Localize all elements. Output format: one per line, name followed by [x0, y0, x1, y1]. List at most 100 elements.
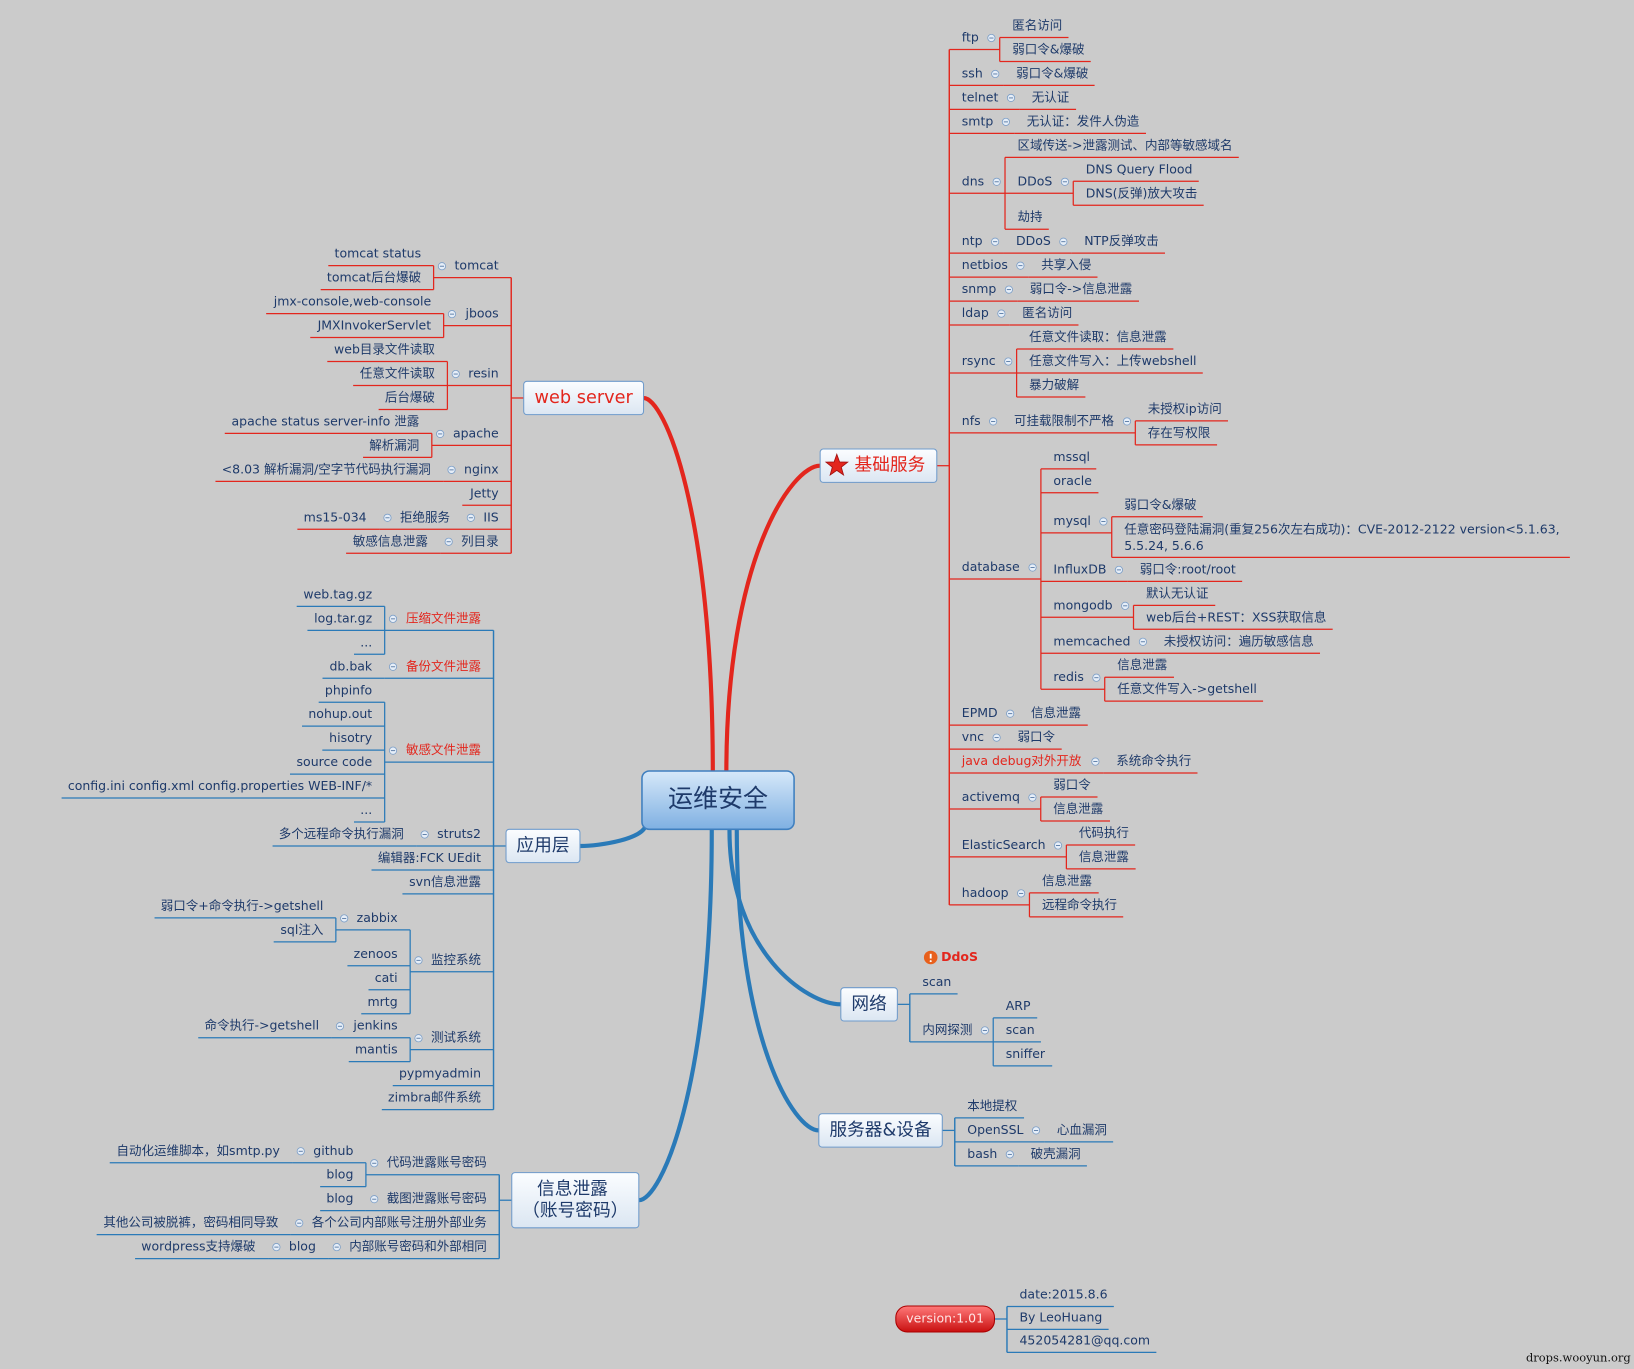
node-label: 各个公司内部账号注册外部业务	[312, 1215, 487, 1230]
node-label: redis	[1053, 669, 1083, 684]
node-label: 解析漏洞	[369, 437, 419, 452]
node-label: oracle	[1053, 473, 1092, 488]
node-label: tomcat	[455, 258, 499, 273]
node-label: struts2	[437, 826, 481, 841]
node-label: 代码执行	[1079, 825, 1129, 840]
node-label: db.bak	[329, 658, 372, 673]
node-label: 未授权ip访问	[1148, 401, 1222, 416]
node-label: mongodb	[1053, 597, 1112, 612]
central-topic: 运维安全	[668, 784, 768, 813]
node-label: ms15-034	[304, 509, 367, 524]
node-label: svn信息泄露	[409, 874, 481, 889]
node-label: 代码泄露账号密码	[387, 1155, 487, 1170]
node-label: 自动化运维脚本，如smtp.py	[117, 1143, 281, 1158]
topic-box	[840, 987, 898, 1022]
branch-curve	[641, 395, 715, 775]
topic-box	[511, 1172, 640, 1229]
node-label: activemq	[962, 789, 1020, 804]
node-label: pypmyadmin	[399, 1066, 481, 1081]
node-label: mantis	[355, 1042, 398, 1057]
node-label: DNS(反弹)放大攻击	[1086, 185, 1198, 200]
node-label: ARP	[1006, 998, 1031, 1013]
node-label: 任意文件读取：信息泄露	[1029, 329, 1167, 344]
node-label: 可挂载限制不严格	[1014, 413, 1115, 428]
node-label: 内部账号密码和外部相同	[349, 1239, 487, 1254]
node-label: 劫持	[1018, 209, 1043, 224]
node-label: IIS	[483, 509, 498, 524]
node-label: 默认无认证	[1146, 585, 1209, 600]
node-label: mysql	[1053, 513, 1091, 528]
node-label: hadoop	[962, 885, 1009, 900]
node-label: 信息泄露	[1053, 801, 1104, 816]
node-label: 破壳漏洞	[1031, 1146, 1081, 1161]
node-label: tomcat status	[335, 246, 422, 261]
node-label: mrtg	[368, 994, 398, 1009]
node-label: 弱口令&爆破	[1124, 497, 1196, 512]
node-label: 区域传送->泄露测试、内部等敏感域名	[1018, 137, 1233, 152]
node-label: dns	[962, 173, 984, 188]
branch-curve	[724, 463, 823, 775]
node-label: 任意文件写入：上传webshell	[1029, 353, 1196, 368]
watermark: drops.wooyun.org	[1526, 1351, 1631, 1365]
note-label: DdoS	[941, 949, 978, 964]
node-label: jmx-console,web-console	[273, 294, 432, 309]
node-label: 弱口令&爆破	[1016, 65, 1088, 80]
node-label: ftp	[962, 30, 979, 45]
node-label: 弱口令	[1053, 777, 1091, 792]
node-label: database	[962, 559, 1020, 574]
node-label: source code	[297, 754, 373, 769]
node-label: bash	[967, 1146, 997, 1161]
node-label: memcached	[1053, 633, 1130, 648]
node-label: sniffer	[1006, 1046, 1046, 1061]
topic-label: 服务器&设备	[829, 1119, 932, 1140]
node-label: 远程命令执行	[1042, 897, 1117, 912]
node-label: ntp	[962, 233, 983, 248]
node-label: 压缩文件泄露	[406, 610, 482, 625]
node-label: NTP反弹攻击	[1084, 233, 1159, 248]
node-label: wordpress支持爆破	[141, 1239, 255, 1254]
node-label: 信息泄露	[1079, 849, 1130, 864]
node-label: ...	[360, 802, 372, 817]
node-label: tomcat后台爆破	[327, 270, 421, 285]
node-label: 信息泄露	[1031, 705, 1082, 720]
node-label: 测试系统	[431, 1030, 481, 1045]
topic-box	[819, 448, 938, 483]
node-label: By LeoHuang	[1019, 1309, 1102, 1324]
node-label: <8.03 解析漏洞/空字节代码执行漏洞	[222, 461, 431, 476]
branch-curve	[727, 828, 843, 1007]
node-label: mssql	[1053, 449, 1090, 464]
node-label: scan	[1006, 1022, 1035, 1037]
node-label: apache	[453, 425, 499, 440]
node-label: DDoS	[1016, 233, 1051, 248]
node-label: 任意文件写入->getshell	[1117, 681, 1257, 696]
node-label: phpinfo	[325, 682, 372, 697]
node-label: 任意文件读取	[360, 366, 436, 381]
node-label: web目录文件读取	[334, 342, 435, 357]
node-label: EPMD	[962, 705, 998, 720]
node-label: 未授权访问：遍历敏感信息	[1164, 633, 1314, 648]
node-label: date:2015.8.6	[1019, 1287, 1107, 1302]
node-label: 452054281@qq.com	[1019, 1332, 1150, 1347]
node-label: 列目录	[461, 533, 499, 548]
node-label: blog	[289, 1239, 316, 1254]
node-label: 内网探测	[922, 1022, 972, 1037]
node-label: InfluxDB	[1053, 561, 1106, 576]
topic-box	[895, 1305, 996, 1333]
node-label: 监控系统	[431, 952, 481, 967]
node-label: 任意密码登陆漏洞(重复256次左右成功)：CVE-2012-2122 versi…	[1124, 521, 1563, 553]
node-label: sql注入	[280, 922, 323, 937]
connectors	[61, 36, 1570, 1353]
node-label: 暴力破解	[1029, 377, 1079, 392]
node-label: blog	[326, 1191, 353, 1206]
node-label: 无认证	[1032, 89, 1070, 104]
topic-box	[818, 1113, 943, 1148]
topic-label: web server	[534, 388, 633, 408]
topic-box	[505, 828, 581, 864]
node-label: web后台+REST：XSS获取信息	[1146, 609, 1326, 624]
node-label: DDoS	[1018, 173, 1053, 188]
node-label: 敏感文件泄露	[406, 742, 482, 757]
